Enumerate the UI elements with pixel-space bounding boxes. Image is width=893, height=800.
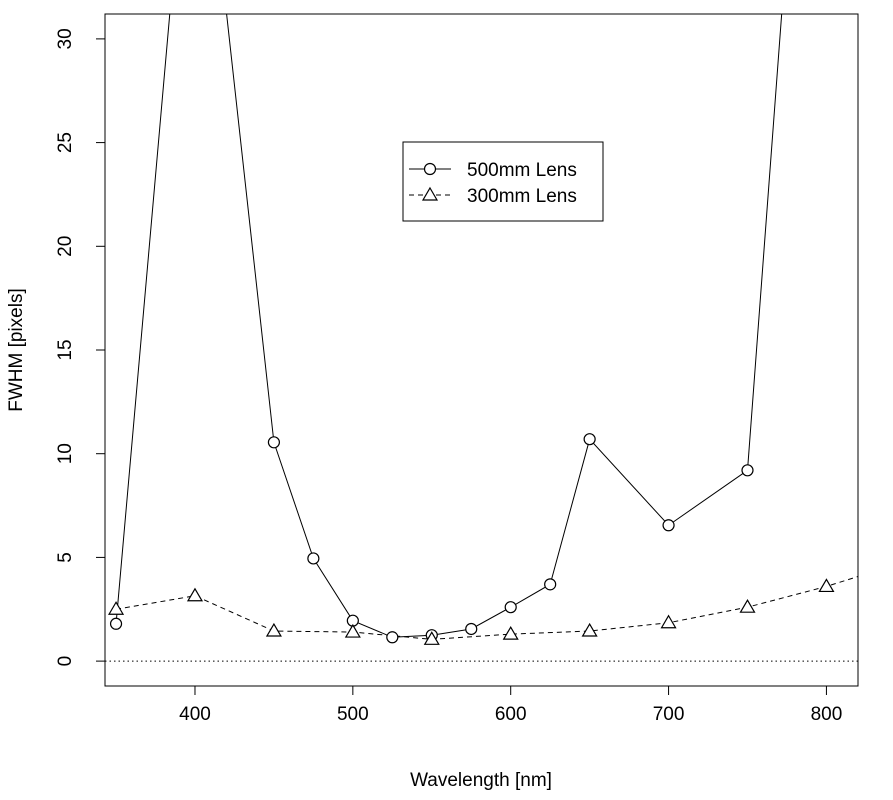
data-point-triangle [581,622,598,637]
series-line-300mm-lens [115,575,858,640]
series-markers [108,433,835,645]
data-point-triangle [739,598,756,613]
data-point-circle [662,519,675,532]
data-point-circle [465,622,478,636]
data-point-triangle [108,601,125,615]
data-point-circle [544,578,557,591]
x-tick-label: 400 [179,704,211,725]
plot-frame [104,13,859,687]
legend-label-500mm: 500mm Lens [467,160,577,181]
x-axis: 400 500 600 700 800 [179,686,842,725]
y-axis-label: FWHM [pixels] [6,288,27,412]
series-line-500mm-lens [115,14,783,638]
data-point-circle [504,601,517,614]
x-tick-label: 800 [811,704,843,725]
y-tick-label: 30 [55,28,76,49]
data-point-triangle [818,578,835,593]
y-tick-label: 10 [55,443,76,464]
data-point-triangle [660,614,677,629]
y-tick-label: 15 [55,339,76,360]
legend-box [402,141,604,222]
series-lines [115,14,858,640]
data-point-circle [267,436,281,449]
legend-label-300mm: 300mm Lens [467,186,577,207]
y-tick-label: 20 [55,236,76,257]
data-point-circle [109,617,123,630]
data-point-circle [386,631,399,644]
x-tick-label: 500 [337,704,369,725]
x-tick-label: 700 [653,704,685,725]
data-point-triangle [502,625,519,640]
x-axis-label: Wavelength [nm] [410,770,552,791]
data-point-triangle [186,587,204,602]
y-tick-label: 0 [55,656,76,667]
y-axis: 0 5 10 15 20 25 30 [55,28,105,666]
data-point-triangle [265,622,282,637]
x-tick-label: 600 [495,704,527,725]
legend-circle-icon [423,162,437,176]
data-point-circle [583,433,596,446]
data-point-triangle [344,623,361,638]
data-point-circle [741,464,754,477]
y-tick-label: 25 [55,132,76,153]
legend-triangle-icon [421,186,439,201]
legend: 500mm Lens 300mm Lens [402,141,604,222]
y-tick-label: 5 [55,552,76,563]
data-point-triangle [423,631,440,645]
data-point-circle [307,552,320,565]
